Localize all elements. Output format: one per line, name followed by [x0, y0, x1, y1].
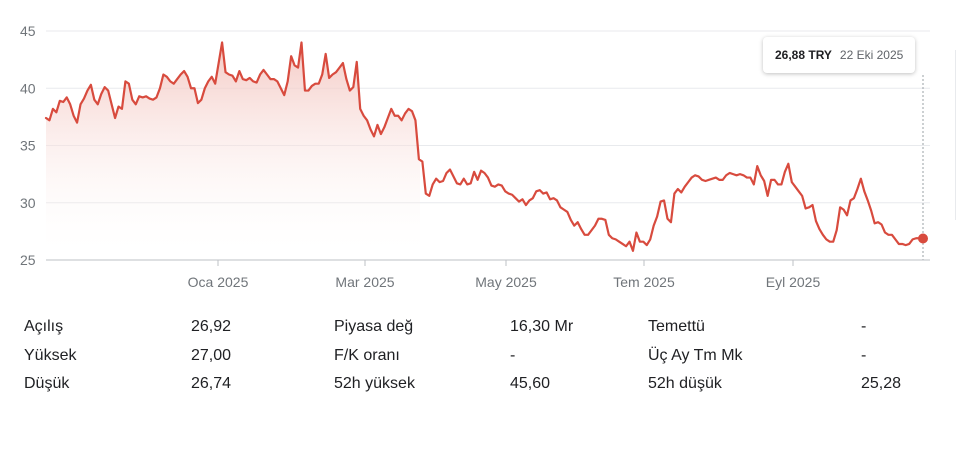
stat-label-market-cap: Piyasa değ [334, 318, 414, 335]
y-tick-label: 25 [20, 252, 36, 268]
price-chart[interactable]: 45 40 35 30 25 Oca 2025 Mar 2025 May 2025 Tem 20… [0, 0, 960, 300]
stat-label-52w-high: 52h yüksek [334, 375, 415, 392]
y-tick-label: 35 [20, 138, 36, 154]
stat-value-52w-low: 25,28 [861, 375, 902, 392]
x-tick-label: Eyl 2025 [766, 274, 821, 290]
stat-label-quarterly-net-income: Üç Ay Tm Mk [648, 347, 743, 364]
y-tick-label: 40 [20, 80, 36, 96]
stats-row: Yüksek 27,00 F/K oranı - Üç Ay Tm Mk - [0, 347, 960, 371]
x-tick-label: Oca 2025 [188, 274, 249, 290]
x-tick-label: Mar 2025 [335, 274, 394, 290]
stats-row: Düşük 26,74 52h yüksek 45,60 52h düşük 2… [0, 375, 960, 399]
stat-value-market-cap: 16,30 Mr [510, 318, 574, 335]
stat-value-open: 26,92 [191, 318, 232, 335]
tooltip-date: 22 Eki 2025 [839, 48, 904, 62]
stat-label-high: Yüksek [24, 347, 77, 364]
price-tooltip: 26,88 TRY 22 Eki 2025 [763, 37, 916, 73]
stat-value-high: 27,00 [191, 347, 232, 364]
stat-value-dividend: - [861, 318, 867, 335]
stat-value-quarterly-net-income: - [861, 347, 867, 364]
stat-label-open: Açılış [24, 318, 64, 335]
tooltip-price: 26,88 TRY [775, 48, 832, 62]
chart-svg: 45 40 35 30 25 Oca 2025 Mar 2025 May 2025 Tem 20… [20, 23, 930, 290]
x-tick-label: Tem 2025 [613, 274, 675, 290]
stat-label-52w-low: 52h düşük [648, 375, 722, 392]
stat-label-low: Düşük [24, 375, 70, 392]
stat-label-dividend: Temettü [648, 318, 705, 335]
price-area-fill [46, 42, 420, 260]
stat-label-pe-ratio: F/K oranı [334, 347, 400, 364]
y-tick-label: 30 [20, 195, 36, 211]
current-price-point[interactable] [918, 233, 928, 244]
area-layer [44, 41, 928, 260]
price-line [44, 41, 925, 252]
stat-value-pe-ratio: - [510, 347, 516, 364]
axis-layer: 45 40 35 30 25 Oca 2025 Mar 2025 May 2025 Tem 20… [20, 23, 930, 290]
hover-guide-line [955, 50, 956, 220]
stat-value-low: 26,74 [191, 375, 232, 392]
stat-value-52w-high: 45,60 [510, 375, 551, 392]
stats-row: Açılış 26,92 Piyasa değ 16,30 Mr Temettü… [0, 318, 960, 342]
y-tick-label: 45 [20, 23, 36, 39]
x-tick-label: May 2025 [475, 274, 537, 290]
